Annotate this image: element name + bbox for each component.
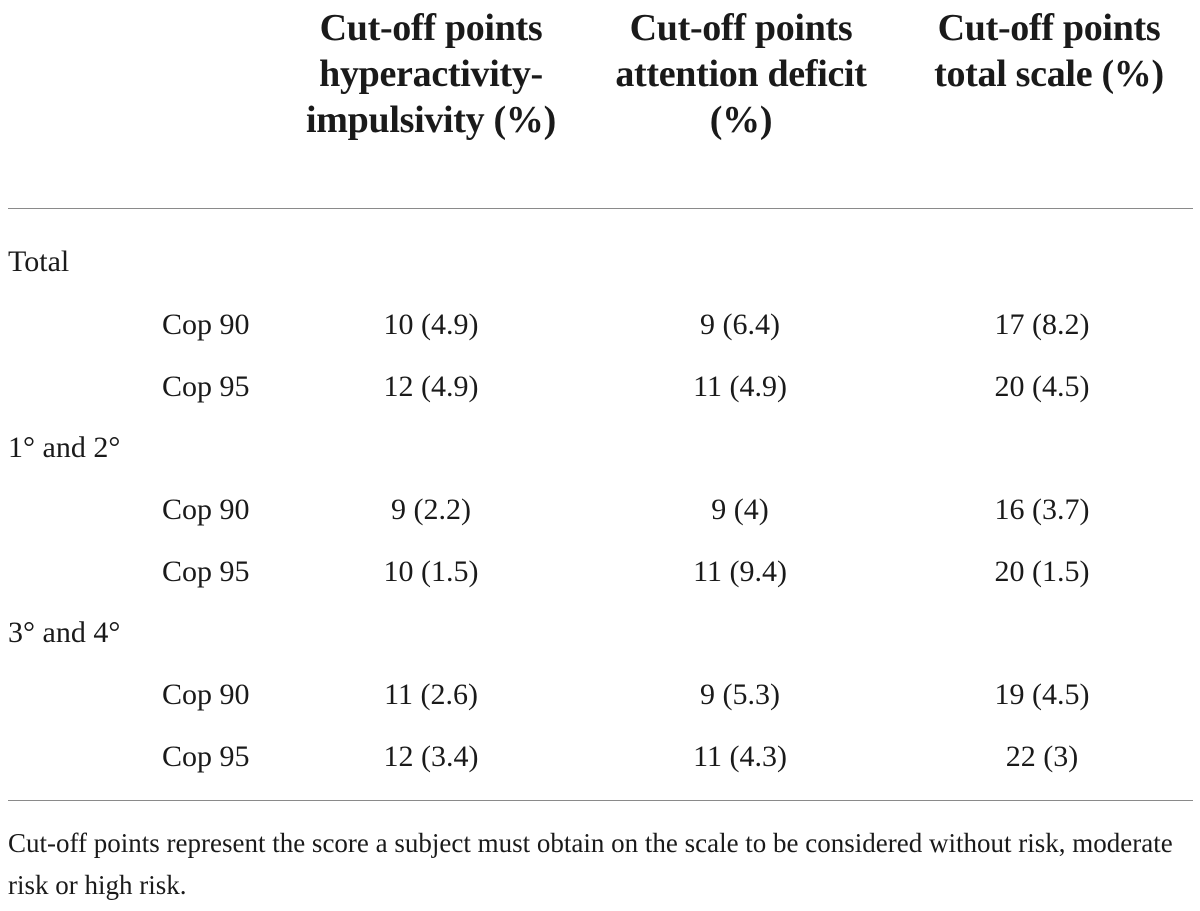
table-cell: 9 (6.4) (700, 308, 780, 341)
table-cell: 12 (4.9) (383, 370, 479, 403)
table-cell: 12 (3.4) (383, 740, 479, 773)
table-cell: 9 (5.3) (700, 678, 780, 711)
row-label: Cop 95 (162, 555, 250, 588)
column-header-total-scale: Cut-off points total scale (%) (934, 7, 1164, 95)
row-label: Cop 95 (162, 370, 250, 403)
footer-rule (8, 800, 1193, 801)
table-cell: 11 (9.4) (693, 555, 787, 588)
group-label-grades-3-4: 3° and 4° (8, 616, 121, 649)
table-cell: 20 (4.5) (994, 370, 1090, 403)
row-label: Cop 90 (162, 678, 250, 711)
header-rule (8, 208, 1193, 209)
table-cell: 16 (3.7) (994, 493, 1090, 526)
group-label-total: Total (8, 245, 70, 278)
table-cell: 9 (4) (711, 493, 769, 526)
table-cell: 20 (1.5) (994, 555, 1090, 588)
table-cell: 9 (2.2) (391, 493, 471, 526)
column-header-hyperactivity: Cut-off points hyperactivity-impulsivity… (306, 7, 556, 141)
row-label: Cop 90 (162, 308, 250, 341)
table-cell: 11 (4.3) (693, 740, 787, 773)
table-cell: 22 (3) (1005, 740, 1079, 773)
row-label: Cop 90 (162, 493, 250, 526)
table-cell: 10 (4.9) (383, 308, 479, 341)
table-cell: 10 (1.5) (383, 555, 479, 588)
column-header-attention-deficit: Cut-off points attention deficit (%) (615, 7, 867, 141)
table-cell: 11 (2.6) (384, 678, 478, 711)
table-footnote: Cut-off points represent the score a sub… (8, 828, 1173, 900)
table-cell: 11 (4.9) (693, 370, 787, 403)
row-label: Cop 95 (162, 740, 250, 773)
table-cell: 19 (4.5) (994, 678, 1090, 711)
table-cell: 17 (8.2) (994, 308, 1090, 341)
group-label-grades-1-2: 1° and 2° (8, 431, 121, 464)
